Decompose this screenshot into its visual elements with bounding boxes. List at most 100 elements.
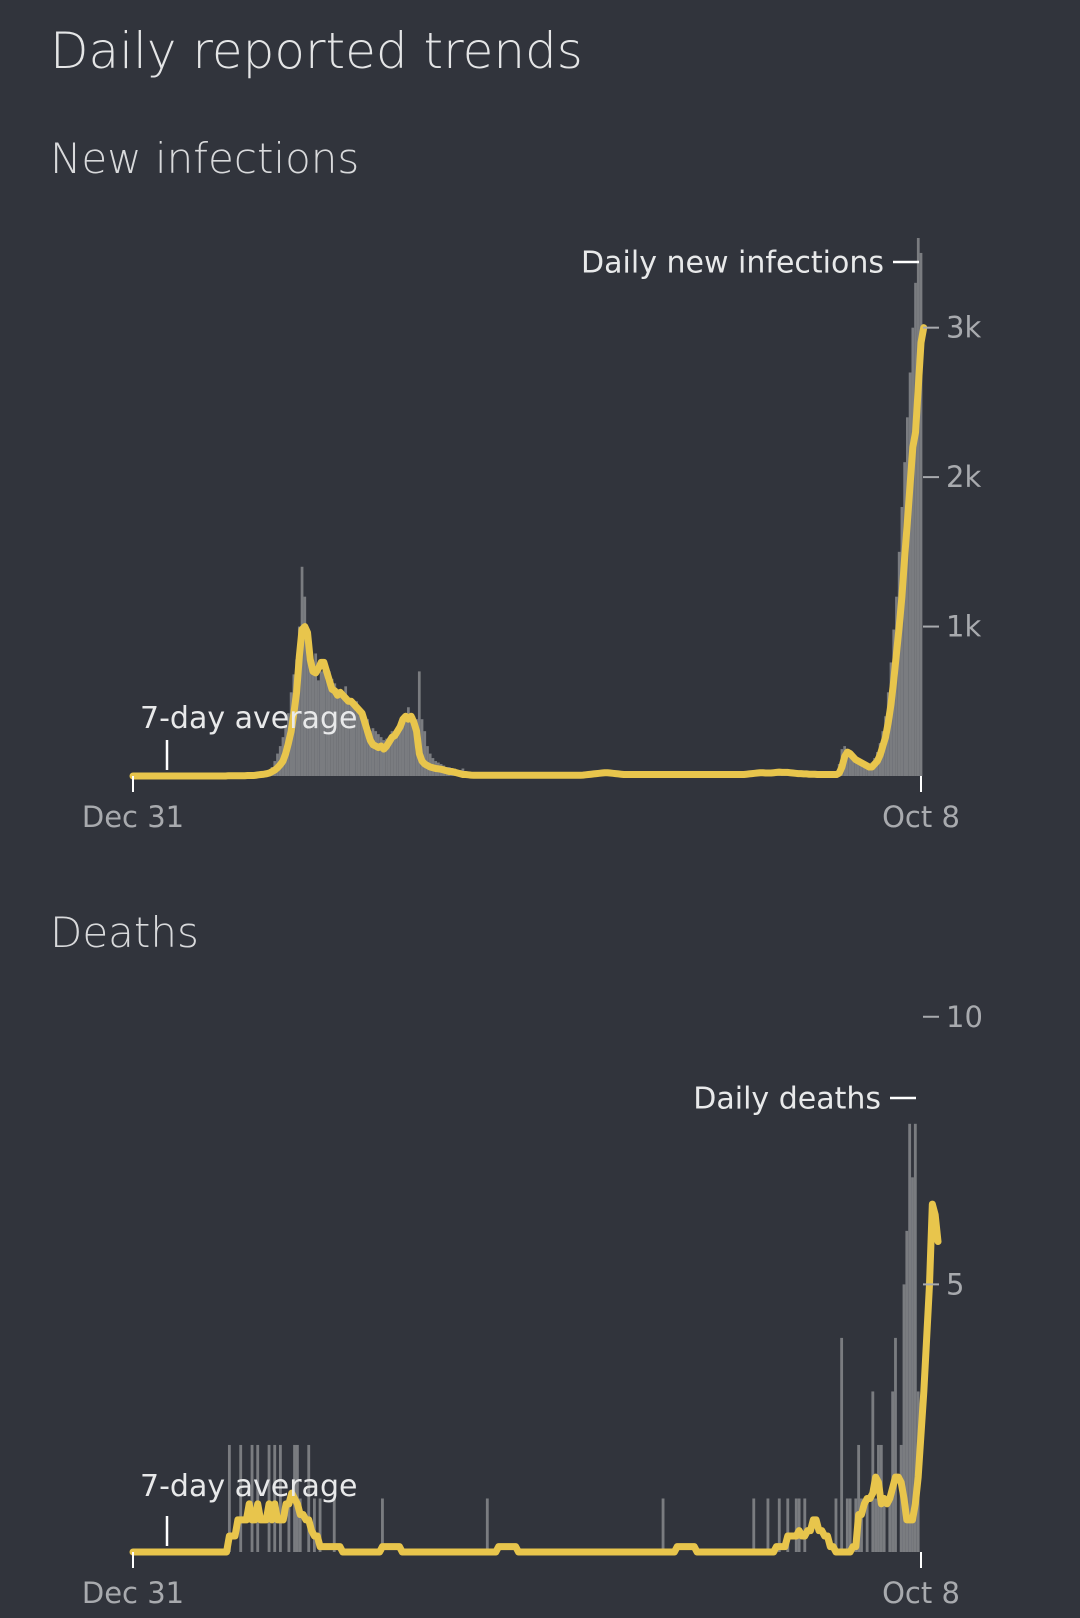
deaths-daily-bar <box>777 1498 781 1552</box>
deaths-y-tick-label: 5 <box>946 1267 964 1301</box>
deaths-daily-bar <box>766 1498 770 1552</box>
infections-daily-bar <box>357 707 361 776</box>
infections-title: New infections <box>50 134 360 183</box>
infections-daily-bar <box>366 719 369 776</box>
infections-daily-bar <box>401 719 405 776</box>
deaths-daily-bar <box>803 1498 807 1552</box>
infections-daily-bar <box>856 762 860 776</box>
infections-daily-bar <box>297 626 301 776</box>
infections-daily-bar <box>396 728 399 776</box>
deaths-daily-bar <box>381 1498 384 1552</box>
infections-y-ticks: 1k 2k 3k <box>923 311 981 644</box>
infections-daily-bar <box>379 737 383 776</box>
infections-chart: Dec 31 Oct 8 1k 2k 3k Daily new infections… <box>82 238 981 834</box>
infections-daily-bar <box>867 765 871 776</box>
deaths-daily-bar <box>287 1498 291 1552</box>
deaths-daily-bar <box>298 1498 302 1552</box>
infections-daily-bar <box>393 734 397 776</box>
infections-daily-bar <box>862 767 866 776</box>
infections-y-tick-label: 2k <box>946 460 981 494</box>
deaths-daily-bar <box>794 1498 798 1552</box>
deaths-daily-bar <box>908 1123 912 1552</box>
infections-daily-bar <box>911 327 915 776</box>
deaths-daily-bar <box>905 1230 909 1552</box>
infections-daily-bar <box>398 725 402 776</box>
infections-daily-bar <box>859 764 863 776</box>
infections-daily-bar <box>417 671 421 776</box>
infections-daily-bar <box>407 707 410 776</box>
infections-daily-bar <box>314 653 318 776</box>
infections-daily-bar <box>311 671 315 776</box>
deaths-y-ticks: 5 10 <box>923 1000 983 1301</box>
deaths-daily-bar <box>902 1284 906 1552</box>
deaths-daily-bar <box>307 1444 311 1552</box>
infections-daily-bar <box>377 734 380 776</box>
deaths-daily-bar <box>239 1444 243 1552</box>
infections-daily-bar <box>322 662 326 776</box>
deaths-daily-bar <box>882 1498 886 1552</box>
infections-daily-bar <box>374 731 378 776</box>
deaths-daily-bar <box>250 1444 254 1552</box>
infections-daily-bar <box>848 756 852 776</box>
deaths-daily-bar <box>267 1444 271 1552</box>
deaths-chart: Dec 31 Oct 8 5 10 Daily deaths 7-day aver… <box>82 1000 983 1610</box>
infections-daily-bar <box>371 728 375 776</box>
deaths-daily-bar <box>318 1498 322 1552</box>
infections-x-start-label: Dec 31 <box>82 800 184 834</box>
deaths-average-annotation: 7-day average <box>140 1469 357 1504</box>
infections-daily-bar <box>333 683 337 776</box>
deaths-daily-bar <box>888 1498 892 1552</box>
deaths-daily-bar <box>871 1391 875 1552</box>
infections-daily-bar <box>865 767 868 776</box>
infections-daily-bar <box>330 678 334 776</box>
infections-y-tick-label: 1k <box>946 610 981 644</box>
infections-daily-bar <box>916 238 920 776</box>
infections-daily-bar <box>308 662 312 776</box>
infections-daily-annotation: Daily new infections <box>581 246 884 281</box>
deaths-daily-bar <box>312 1498 316 1552</box>
page-title: Daily reported trends <box>50 22 583 80</box>
infections-daily-bar <box>385 738 388 776</box>
deaths-daily-bar <box>786 1498 790 1552</box>
infections-bars <box>216 238 923 776</box>
infections-daily-bar <box>903 462 907 776</box>
infections-daily-bar <box>906 417 909 776</box>
deaths-daily-bar <box>485 1498 489 1552</box>
deaths-daily-bar <box>894 1337 897 1552</box>
deaths-daily-bar <box>273 1444 277 1552</box>
infections-daily-bar <box>303 596 307 776</box>
deaths-daily-bar <box>891 1391 895 1552</box>
infections-daily-bar <box>382 740 386 776</box>
infections-daily-bar <box>341 695 345 776</box>
infections-daily-bar <box>846 753 849 776</box>
deaths-daily-bar <box>857 1444 861 1552</box>
infections-daily-bar <box>897 551 901 776</box>
infections-daily-bar <box>352 704 356 776</box>
infections-daily-bar <box>355 701 358 776</box>
deaths-daily-bar <box>845 1498 849 1552</box>
deaths-daily-bar <box>661 1498 665 1552</box>
infections-y-tick-label: 3k <box>946 311 981 345</box>
infections-daily-bar <box>327 671 331 776</box>
infections-daily-bar <box>900 507 904 776</box>
infections-daily-bar <box>409 713 413 776</box>
infections-daily-bar <box>390 731 394 776</box>
infections-daily-bar <box>317 680 320 776</box>
infections-daily-bar <box>412 716 416 776</box>
infections-daily-bar <box>336 689 339 776</box>
infections-daily-bar <box>360 713 364 776</box>
infections-daily-bar <box>363 716 367 776</box>
deaths-daily-bar <box>874 1498 878 1552</box>
deaths-daily-bar <box>752 1498 756 1552</box>
infections-daily-bar <box>404 713 408 776</box>
infections-x-end-label: Oct 8 <box>882 800 960 834</box>
deaths-daily-bar <box>865 1498 869 1552</box>
infections-daily-bar <box>908 372 912 776</box>
deaths-daily-annotation: Daily deaths <box>693 1082 881 1117</box>
infections-daily-bar <box>347 698 350 776</box>
deaths-daily-bar <box>332 1498 336 1552</box>
infections-daily-bar <box>300 566 304 776</box>
deaths-daily-bar <box>860 1498 863 1552</box>
infections-daily-bar <box>387 737 391 776</box>
